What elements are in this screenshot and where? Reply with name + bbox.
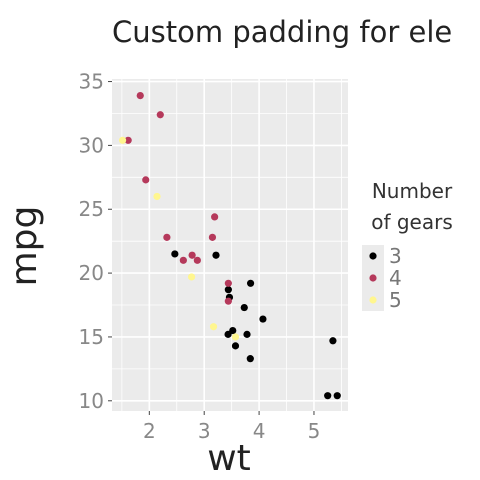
data-points [118, 92, 341, 400]
data-point-gear-3 [329, 337, 337, 345]
x-tick-label: 2 [143, 419, 156, 443]
data-point-gear-4 [211, 213, 219, 221]
data-point-gear-5 [187, 273, 196, 281]
data-point-gear-4 [188, 251, 196, 259]
x-tick-label: 5 [308, 419, 321, 443]
data-point-gear-4 [224, 297, 232, 305]
data-point-gear-4 [124, 136, 132, 144]
legend-title-line-2: of gears [371, 210, 453, 234]
data-point-gear-4 [193, 256, 201, 264]
data-point-gear-3 [259, 315, 267, 323]
legend-key-gear-3 [369, 252, 377, 260]
y-axis-ticks: 10 15 20 25 30 35 [79, 70, 112, 413]
data-point-gear-4 [224, 279, 232, 287]
plot-panel [112, 79, 348, 411]
data-point-gear-4 [156, 111, 164, 119]
y-tick-label: 35 [79, 70, 104, 94]
data-point-gear-3 [246, 355, 254, 363]
data-point-gear-3 [212, 251, 220, 259]
data-point-gear-4 [163, 233, 171, 241]
y-tick-label: 30 [79, 133, 104, 157]
x-axis-ticks: 2 3 4 5 [143, 411, 320, 443]
x-tick-label: 3 [198, 419, 211, 443]
data-point-gear-5 [118, 136, 127, 144]
grid-lines [112, 79, 348, 411]
legend-label-gear-4: 4 [389, 266, 402, 290]
x-tick-label: 4 [253, 419, 266, 443]
data-point-gear-3 [243, 330, 251, 338]
legend-key-gear-4 [369, 274, 377, 282]
data-point-gear-3 [333, 392, 341, 400]
data-point-gear-5 [231, 333, 240, 341]
y-axis-title: mpg [4, 206, 45, 287]
data-point-gear-4 [136, 92, 144, 100]
y-tick-label: 15 [79, 325, 104, 349]
data-point-gear-5 [153, 192, 161, 201]
legend-label-gear-5: 5 [389, 288, 402, 312]
y-tick-label: 20 [79, 261, 104, 285]
x-axis-title: wt [207, 438, 251, 479]
chart-title: Custom padding for ele [112, 15, 452, 49]
legend: Number of gears 345 [362, 179, 453, 312]
data-point-gear-3 [171, 250, 179, 258]
y-tick-label: 10 [79, 389, 104, 413]
legend-title-line-1: Number [372, 179, 453, 203]
data-point-gear-4 [208, 233, 217, 241]
data-point-gear-3 [224, 330, 232, 338]
y-tick-label: 25 [79, 197, 104, 221]
data-point-gear-4 [179, 256, 187, 264]
data-point-gear-5 [209, 323, 218, 331]
data-point-gear-3 [240, 303, 248, 312]
data-point-gear-4 [142, 176, 150, 184]
data-point-gear-3 [224, 286, 232, 294]
data-point-gear-3 [246, 279, 255, 287]
legend-key-gear-5 [369, 296, 377, 304]
data-point-gear-3 [324, 392, 332, 400]
data-point-gear-3 [231, 342, 240, 350]
legend-label-gear-3: 3 [389, 244, 402, 268]
